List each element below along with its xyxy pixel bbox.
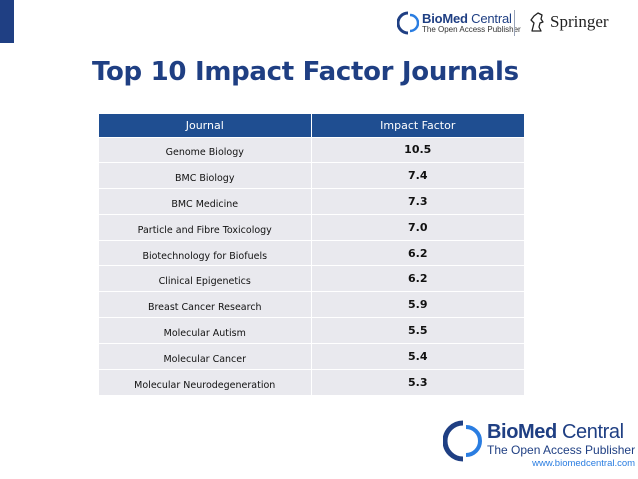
table-row: BMC Biology 7.4 — [99, 162, 524, 189]
journal-cell: BMC Medicine — [99, 188, 312, 215]
springer-wordmark: Springer — [550, 12, 609, 31]
impact-factor-cell: 7.0 — [311, 213, 524, 241]
journal-cell: Genome Biology — [99, 136, 312, 163]
journal-cell: Molecular Cancer — [99, 342, 312, 370]
impact-factor-cell: 7.3 — [311, 188, 524, 215]
impact-factor-cell: 10.5 — [311, 136, 524, 163]
impact-factor-cell: 6.2 — [311, 239, 524, 266]
left-accent-bar — [0, 0, 14, 43]
journal-cell: Molecular Autism — [99, 317, 312, 344]
table-row: Clinical Epigenetics 6.2 — [99, 265, 524, 292]
journal-cell: Particle and Fibre Toxicology — [99, 213, 312, 241]
table-row: BMC Medicine 7.3 — [99, 188, 524, 215]
journal-cell: Breast Cancer Research — [99, 291, 312, 318]
biomed-central-ring-icon — [443, 420, 482, 462]
impact-factor-cell: 5.3 — [311, 368, 524, 395]
table-row: Molecular Cancer 5.4 — [99, 342, 524, 370]
journal-cell: BMC Biology — [99, 162, 312, 189]
column-header-journal: Journal — [99, 114, 312, 137]
header-bmc-tagline: The Open Access Publisher — [422, 25, 521, 34]
footer-bmc-tagline: The Open Access Publisher — [487, 443, 636, 457]
impact-factor-cell: 7.4 — [311, 162, 524, 189]
table-row: Molecular Autism 5.5 — [99, 317, 524, 344]
biomed-central-ring-icon — [397, 11, 419, 35]
table-row: Biotechnology for Biofuels 6.2 — [99, 239, 524, 266]
table-row: Genome Biology 10.5 — [99, 136, 524, 163]
table-header-row: Journal Impact Factor — [99, 114, 524, 137]
impact-factor-cell: 5.5 — [311, 317, 524, 344]
header-springer-logo: Springer — [528, 8, 609, 36]
header-logo-divider — [514, 10, 515, 36]
table-row: Particle and Fibre Toxicology 7.0 — [99, 213, 524, 241]
impact-factor-cell: 5.9 — [311, 291, 524, 318]
table-row: Molecular Neurodegeneration 5.3 — [99, 368, 524, 395]
footer-biomed-central-logo: BioMed Central The Open Access Publisher… — [443, 419, 635, 469]
table-row: Breast Cancer Research 5.9 — [99, 291, 524, 318]
journal-cell: Molecular Neurodegeneration — [99, 368, 312, 395]
journal-cell: Clinical Epigenetics — [99, 265, 312, 292]
impact-factor-cell: 6.2 — [311, 265, 524, 292]
header-biomed-central-logo: BioMed Central The Open Access Publisher — [397, 8, 521, 38]
page-title: Top 10 Impact Factor Journals — [92, 57, 519, 87]
header-bmc-name: BioMed Central — [422, 11, 512, 26]
footer-website-link[interactable]: www.biomedcentral.com — [532, 458, 636, 469]
column-header-impact-factor: Impact Factor — [311, 114, 524, 137]
springer-horse-icon — [530, 12, 544, 32]
footer-bmc-name: BioMed Central — [487, 421, 624, 443]
impact-factor-cell: 5.4 — [311, 342, 524, 370]
journal-cell: Biotechnology for Biofuels — [99, 239, 312, 266]
impact-factor-table: Journal Impact Factor Genome Biology 10.5… — [99, 114, 524, 395]
